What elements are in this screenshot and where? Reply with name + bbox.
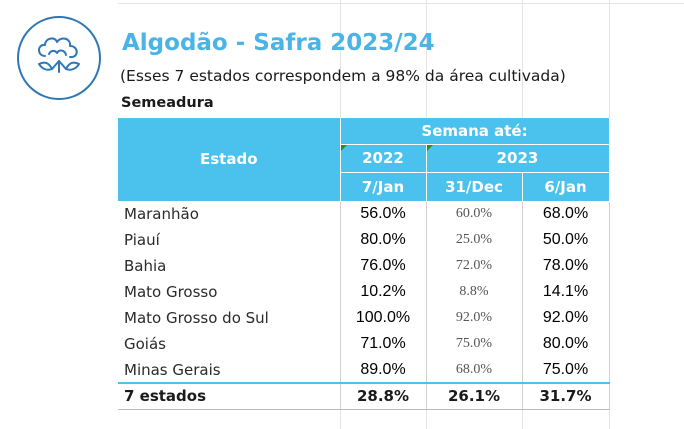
value-6jan: 80.0%	[522, 331, 610, 357]
value-6jan: 50.0%	[522, 227, 610, 253]
value-2022: 56.0%	[340, 201, 427, 227]
state-name: Goiás	[118, 331, 341, 357]
value-2022: 10.2%	[340, 279, 427, 305]
page-subtitle: (Esses 7 estados correspondem a 98% da á…	[120, 67, 566, 85]
state-name: Maranhão	[118, 201, 341, 227]
value-2022: 80.0%	[340, 227, 427, 253]
total-31dec: 26.1%	[426, 382, 523, 410]
value-31dec: 60.0%	[426, 201, 523, 227]
value-6jan: 92.0%	[522, 305, 610, 331]
value-31dec: 92.0%	[426, 305, 523, 331]
state-name: Mato Grosso	[118, 279, 341, 305]
state-name: Bahia	[118, 253, 341, 279]
total-row: 7 estados 28.8% 26.1% 31.7%	[118, 382, 610, 410]
value-31dec: 68.0%	[426, 357, 523, 383]
col-6jan-header: 6/Jan	[522, 172, 610, 202]
value-6jan: 14.1%	[522, 279, 610, 305]
table-row: Piauí 80.0% 25.0% 50.0%	[118, 227, 610, 253]
estado-header: Estado	[118, 118, 341, 202]
col-7jan-header: 7/Jan	[340, 172, 427, 202]
value-31dec: 8.8%	[426, 279, 523, 305]
value-6jan: 68.0%	[522, 201, 610, 227]
col-31dec-header: 31/Dec	[426, 172, 523, 202]
year-2023-header: 2023	[426, 144, 610, 173]
table-row: Mato Grosso do Sul 100.0% 92.0% 92.0%	[118, 305, 610, 331]
grid-line	[118, 3, 684, 4]
cotton-icon	[38, 37, 80, 73]
value-6jan: 78.0%	[522, 253, 610, 279]
section-label: Semeadura	[121, 95, 214, 111]
table-row: Mato Grosso 10.2% 8.8% 14.1%	[118, 279, 610, 305]
value-2022: 71.0%	[340, 331, 427, 357]
table-row: Bahia 76.0% 72.0% 78.0%	[118, 253, 610, 279]
value-2022: 89.0%	[340, 357, 427, 383]
semeadura-table: Estado Semana até: 2022 2023 7/Jan 31/De…	[118, 118, 610, 410]
table-row: Minas Gerais 89.0% 68.0% 75.0%	[118, 357, 610, 383]
value-31dec: 75.0%	[426, 331, 523, 357]
cotton-logo	[17, 16, 101, 100]
value-31dec: 72.0%	[426, 253, 523, 279]
week-header: Semana até:	[340, 118, 610, 145]
page-title: Algodão - Safra 2023/24	[122, 30, 435, 56]
value-2022: 100.0%	[340, 305, 427, 331]
total-2022: 28.8%	[340, 382, 427, 410]
state-name: Minas Gerais	[118, 357, 341, 383]
value-2022: 76.0%	[340, 253, 427, 279]
total-label: 7 estados	[118, 382, 341, 410]
table-row: Maranhão 56.0% 60.0% 68.0%	[118, 201, 610, 227]
grid-line	[609, 0, 610, 429]
value-6jan: 75.0%	[522, 357, 610, 383]
year-2022-header: 2022	[340, 144, 427, 173]
state-name: Mato Grosso do Sul	[118, 305, 341, 331]
state-name: Piauí	[118, 227, 341, 253]
table-row: Goiás 71.0% 75.0% 80.0%	[118, 331, 610, 357]
value-31dec: 25.0%	[426, 227, 523, 253]
total-6jan: 31.7%	[522, 382, 610, 410]
